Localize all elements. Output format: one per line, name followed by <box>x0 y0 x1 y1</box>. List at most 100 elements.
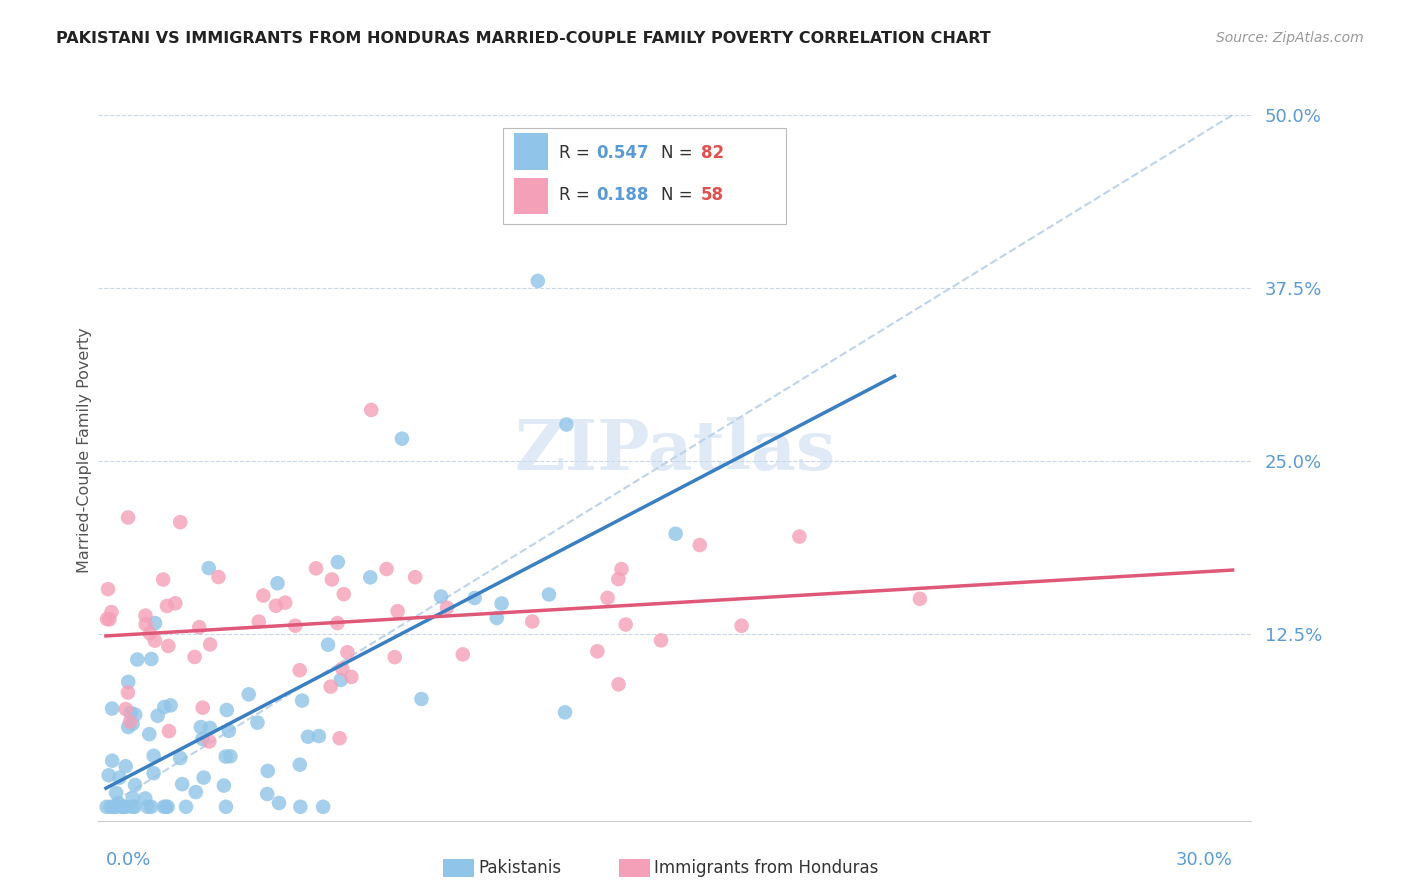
Point <box>554 706 576 720</box>
Point <box>404 570 426 584</box>
Point <box>291 693 314 707</box>
Point <box>118 714 141 729</box>
Point <box>689 538 711 552</box>
Point <box>169 515 191 529</box>
Point <box>105 799 128 814</box>
Point <box>198 734 221 748</box>
Point <box>107 796 129 810</box>
Text: N =: N = <box>661 144 693 161</box>
Point <box>464 591 486 605</box>
Point <box>340 670 363 684</box>
Point <box>124 707 146 722</box>
Point <box>141 652 163 666</box>
Point <box>256 764 278 778</box>
Point <box>103 799 125 814</box>
Text: 82: 82 <box>702 144 724 161</box>
Point <box>336 645 359 659</box>
Point <box>190 720 212 734</box>
Point <box>156 799 179 814</box>
Point <box>326 616 349 631</box>
Point <box>134 791 156 805</box>
Point <box>527 274 550 288</box>
Point <box>436 600 458 615</box>
Point <box>121 791 143 805</box>
Point <box>485 611 508 625</box>
Point <box>153 700 176 714</box>
Point <box>136 799 159 814</box>
Point <box>172 777 194 791</box>
Point <box>219 749 242 764</box>
Point <box>607 677 630 691</box>
Text: N =: N = <box>661 186 693 204</box>
Point <box>586 644 609 658</box>
Point <box>157 639 180 653</box>
Point <box>312 799 335 814</box>
Point <box>264 599 287 613</box>
Point <box>183 649 205 664</box>
Text: 58: 58 <box>702 186 724 204</box>
Point <box>124 778 146 792</box>
Point <box>411 692 433 706</box>
Point <box>165 596 187 610</box>
Point <box>316 638 339 652</box>
Point <box>138 727 160 741</box>
Point <box>207 570 229 584</box>
Point <box>169 751 191 765</box>
Point <box>156 599 179 613</box>
Point <box>117 685 139 699</box>
Point <box>555 417 578 432</box>
Point <box>97 768 120 782</box>
Point <box>111 799 134 814</box>
Text: ZIPatlas: ZIPatlas <box>515 417 835 484</box>
Text: Source: ZipAtlas.com: Source: ZipAtlas.com <box>1216 31 1364 45</box>
Point <box>159 698 181 713</box>
Text: R =: R = <box>560 144 591 161</box>
Point <box>112 799 135 814</box>
Point <box>215 749 238 764</box>
Point <box>188 620 211 634</box>
Point <box>238 687 260 701</box>
Point <box>143 615 166 630</box>
Point <box>98 612 121 626</box>
Point <box>101 754 124 768</box>
Point <box>215 799 238 814</box>
Y-axis label: Married-Couple Family Poverty: Married-Couple Family Poverty <box>77 327 91 574</box>
Point <box>153 799 176 814</box>
Point <box>105 786 128 800</box>
Text: R =: R = <box>560 186 591 204</box>
Point <box>252 589 274 603</box>
Point <box>305 561 328 575</box>
Point <box>384 650 406 665</box>
Point <box>246 715 269 730</box>
Point <box>152 573 174 587</box>
Point <box>104 799 127 814</box>
Text: 30.0%: 30.0% <box>1175 851 1233 869</box>
Text: 0.547: 0.547 <box>596 144 648 161</box>
Point <box>297 730 319 744</box>
Point <box>117 510 139 524</box>
Point <box>135 617 157 632</box>
Point <box>360 403 382 417</box>
Point <box>117 720 139 734</box>
Point <box>120 706 142 720</box>
Point <box>117 674 139 689</box>
Point <box>143 633 166 648</box>
Point <box>326 555 349 569</box>
Point <box>607 572 630 586</box>
Point <box>157 724 180 739</box>
Text: 0.188: 0.188 <box>596 186 648 204</box>
Point <box>610 562 633 576</box>
Text: Pakistanis: Pakistanis <box>478 859 561 877</box>
Point <box>197 561 219 575</box>
Point <box>908 591 931 606</box>
Point <box>174 799 197 814</box>
Point <box>266 576 288 591</box>
Point <box>329 731 352 746</box>
Point <box>290 799 312 814</box>
Point <box>121 799 143 814</box>
Point <box>184 785 207 799</box>
Point <box>215 703 238 717</box>
Point <box>115 799 138 814</box>
Point <box>124 799 146 814</box>
Point <box>191 700 214 714</box>
